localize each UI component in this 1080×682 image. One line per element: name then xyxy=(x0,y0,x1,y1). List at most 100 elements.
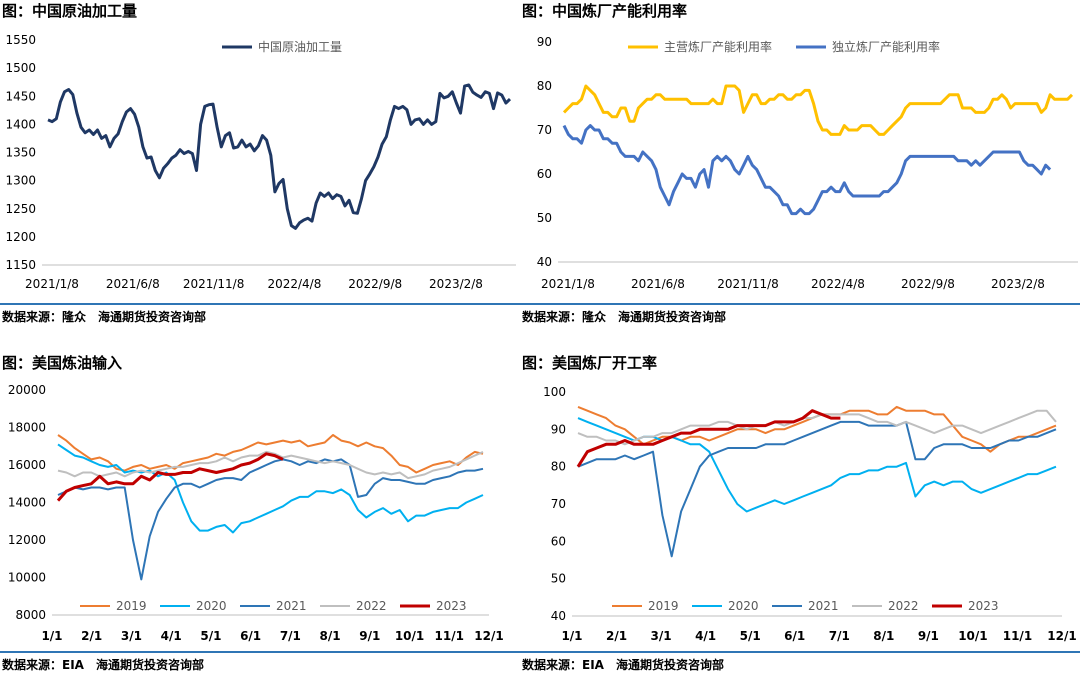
source-note: 数据来源：隆众 海通期货投资咨询部 xyxy=(522,310,727,324)
legend-label: 2022 xyxy=(356,599,387,613)
series-line-2020 xyxy=(57,443,484,534)
x-tick-label: 8/1 xyxy=(320,629,341,643)
series-line-中国原油加工量 xyxy=(47,83,512,230)
divider xyxy=(520,303,1080,305)
x-tick-label: 6/1 xyxy=(784,629,805,643)
x-tick-label: 1/1 xyxy=(561,629,582,643)
x-tick-label: 2021/1/8 xyxy=(541,277,595,291)
series-line-2023 xyxy=(576,409,841,468)
legend-label: 2022 xyxy=(888,599,919,613)
series-line-2020 xyxy=(577,417,1057,513)
y-tick-label: 60 xyxy=(537,167,552,181)
x-tick-label: 6/1 xyxy=(240,629,261,643)
chart-svg: 40 50 60 70 80 90 2021/1/8 2021/6/8 2021/11/8 202… xyxy=(537,35,1078,291)
x-tick-label: 4/1 xyxy=(695,629,716,643)
chart-title: 图：中国炼厂产能利用率 xyxy=(522,2,688,20)
series-line-2021 xyxy=(57,458,484,581)
legend: 主营炼厂产能利用率 独立炼厂产能利用率 xyxy=(628,39,940,54)
y-tick-label: 1150 xyxy=(5,258,36,272)
y-tick-label: 40 xyxy=(551,609,566,623)
legend-label: 2023 xyxy=(968,599,999,613)
x-tick-label: 5/1 xyxy=(740,629,761,643)
y-tick-label: 8000 xyxy=(15,608,46,622)
legend-label: 主营炼厂产能利用率 xyxy=(664,39,772,54)
chart-panel-3: 图：美国炼厂开工率 40 50 60 70 80 90 100 1/1 2/1 3/1 4/1 5/1 6… xyxy=(520,352,1080,682)
legend-label: 2021 xyxy=(808,599,839,613)
legend-label: 2020 xyxy=(196,599,227,613)
y-tick-label: 50 xyxy=(537,211,552,225)
y-tick-label: 1450 xyxy=(5,89,36,103)
x-tick-label: 2023/2/8 xyxy=(991,277,1045,291)
x-tick-label: 2022/4/8 xyxy=(811,277,865,291)
chart-panel-2: 图：美国炼油输入 8000 10000 12000 14000 16000 18000 200… xyxy=(0,352,540,682)
x-tick-label: 2/1 xyxy=(606,629,627,643)
x-tick-label: 4/1 xyxy=(161,629,182,643)
x-tick-label: 11/1 xyxy=(435,629,464,643)
y-tick-label: 16000 xyxy=(8,458,46,472)
x-tick-label: 3/1 xyxy=(651,629,672,643)
legend: 2019 2020 2021 2022 2023 xyxy=(80,599,467,613)
y-tick-label: 1550 xyxy=(5,33,36,47)
x-tick-label: 3/1 xyxy=(121,629,142,643)
source-note: 数据来源：EIA 海通期货投资咨询部 xyxy=(2,658,204,672)
x-tick-label: 2022/9/8 xyxy=(348,277,402,291)
x-tick-label: 2022/9/8 xyxy=(901,277,955,291)
x-tick-label: 2021/11/8 xyxy=(717,277,779,291)
y-tick-label: 12000 xyxy=(8,533,46,547)
legend: 中国原油加工量 xyxy=(222,39,342,54)
y-tick-label: 50 xyxy=(551,572,566,586)
series-line-2022 xyxy=(57,450,484,480)
series-line-2022 xyxy=(577,409,1057,446)
x-tick-label: 2023/2/8 xyxy=(429,277,483,291)
x-tick-label: 9/1 xyxy=(359,629,380,643)
x-tick-label: 2022/4/8 xyxy=(267,277,321,291)
y-tick-label: 80 xyxy=(537,79,552,93)
y-tick-label: 18000 xyxy=(8,421,46,435)
legend-label: 2020 xyxy=(728,599,759,613)
y-tick-label: 70 xyxy=(537,123,552,137)
legend-label: 2019 xyxy=(116,599,147,613)
y-tick-label: 20000 xyxy=(8,383,46,397)
x-tick-label: 11/1 xyxy=(1003,629,1032,643)
legend-label: 2021 xyxy=(276,599,307,613)
legend: 2019 2020 2021 2022 2023 xyxy=(612,599,999,613)
chart-panel-1: 图：中国炼厂产能利用率 40 50 60 70 80 90 2021/1/8 2021/6/8 2… xyxy=(520,0,1080,330)
series-line-独立炼厂产能利用率 xyxy=(562,124,1052,216)
divider xyxy=(520,651,1080,653)
x-tick-label: 2021/6/8 xyxy=(631,277,685,291)
x-tick-label: 8/1 xyxy=(873,629,894,643)
x-tick-label: 12/1 xyxy=(474,629,503,643)
x-tick-label: 5/1 xyxy=(200,629,221,643)
y-tick-label: 90 xyxy=(537,35,552,49)
chart-panel-0: 图：中国原油加工量 1150 1200 1250 1300 1350 1400 1450 150… xyxy=(0,0,540,330)
series-line-2021 xyxy=(577,420,1057,558)
y-tick-label: 60 xyxy=(551,534,566,548)
series-line-主营炼厂产能利用率 xyxy=(562,84,1074,136)
divider xyxy=(0,651,540,653)
y-tick-label: 100 xyxy=(543,385,566,399)
legend-label: 独立炼厂产能利用率 xyxy=(832,39,940,54)
source-note: 数据来源：隆众 海通期货投资咨询部 xyxy=(2,310,207,324)
x-tick-label: 7/1 xyxy=(280,629,301,643)
y-tick-label: 1300 xyxy=(5,174,36,188)
x-tick-label: 10/1 xyxy=(395,629,424,643)
x-tick-label: 2/1 xyxy=(81,629,102,643)
x-tick-label: 7/1 xyxy=(829,629,850,643)
y-tick-label: 1500 xyxy=(5,61,36,75)
y-tick-label: 90 xyxy=(551,422,566,436)
chart-svg: 8000 10000 12000 14000 16000 18000 20000 1/1 2/1… xyxy=(8,383,504,643)
x-tick-label: 9/1 xyxy=(918,629,939,643)
y-tick-label: 1250 xyxy=(5,202,36,216)
y-tick-label: 1400 xyxy=(5,117,36,131)
x-tick-label: 10/1 xyxy=(958,629,987,643)
chart-title: 图：美国炼厂开工率 xyxy=(522,354,658,372)
legend-label: 2019 xyxy=(648,599,679,613)
legend-label: 2023 xyxy=(436,599,467,613)
x-tick-label: 2021/11/8 xyxy=(183,277,245,291)
legend-label: 中国原油加工量 xyxy=(258,39,342,54)
y-tick-label: 40 xyxy=(537,255,552,269)
series-line-2023 xyxy=(56,452,284,502)
chart-title: 图：中国原油加工量 xyxy=(2,2,138,20)
divider xyxy=(0,303,540,305)
y-tick-label: 14000 xyxy=(8,496,46,510)
